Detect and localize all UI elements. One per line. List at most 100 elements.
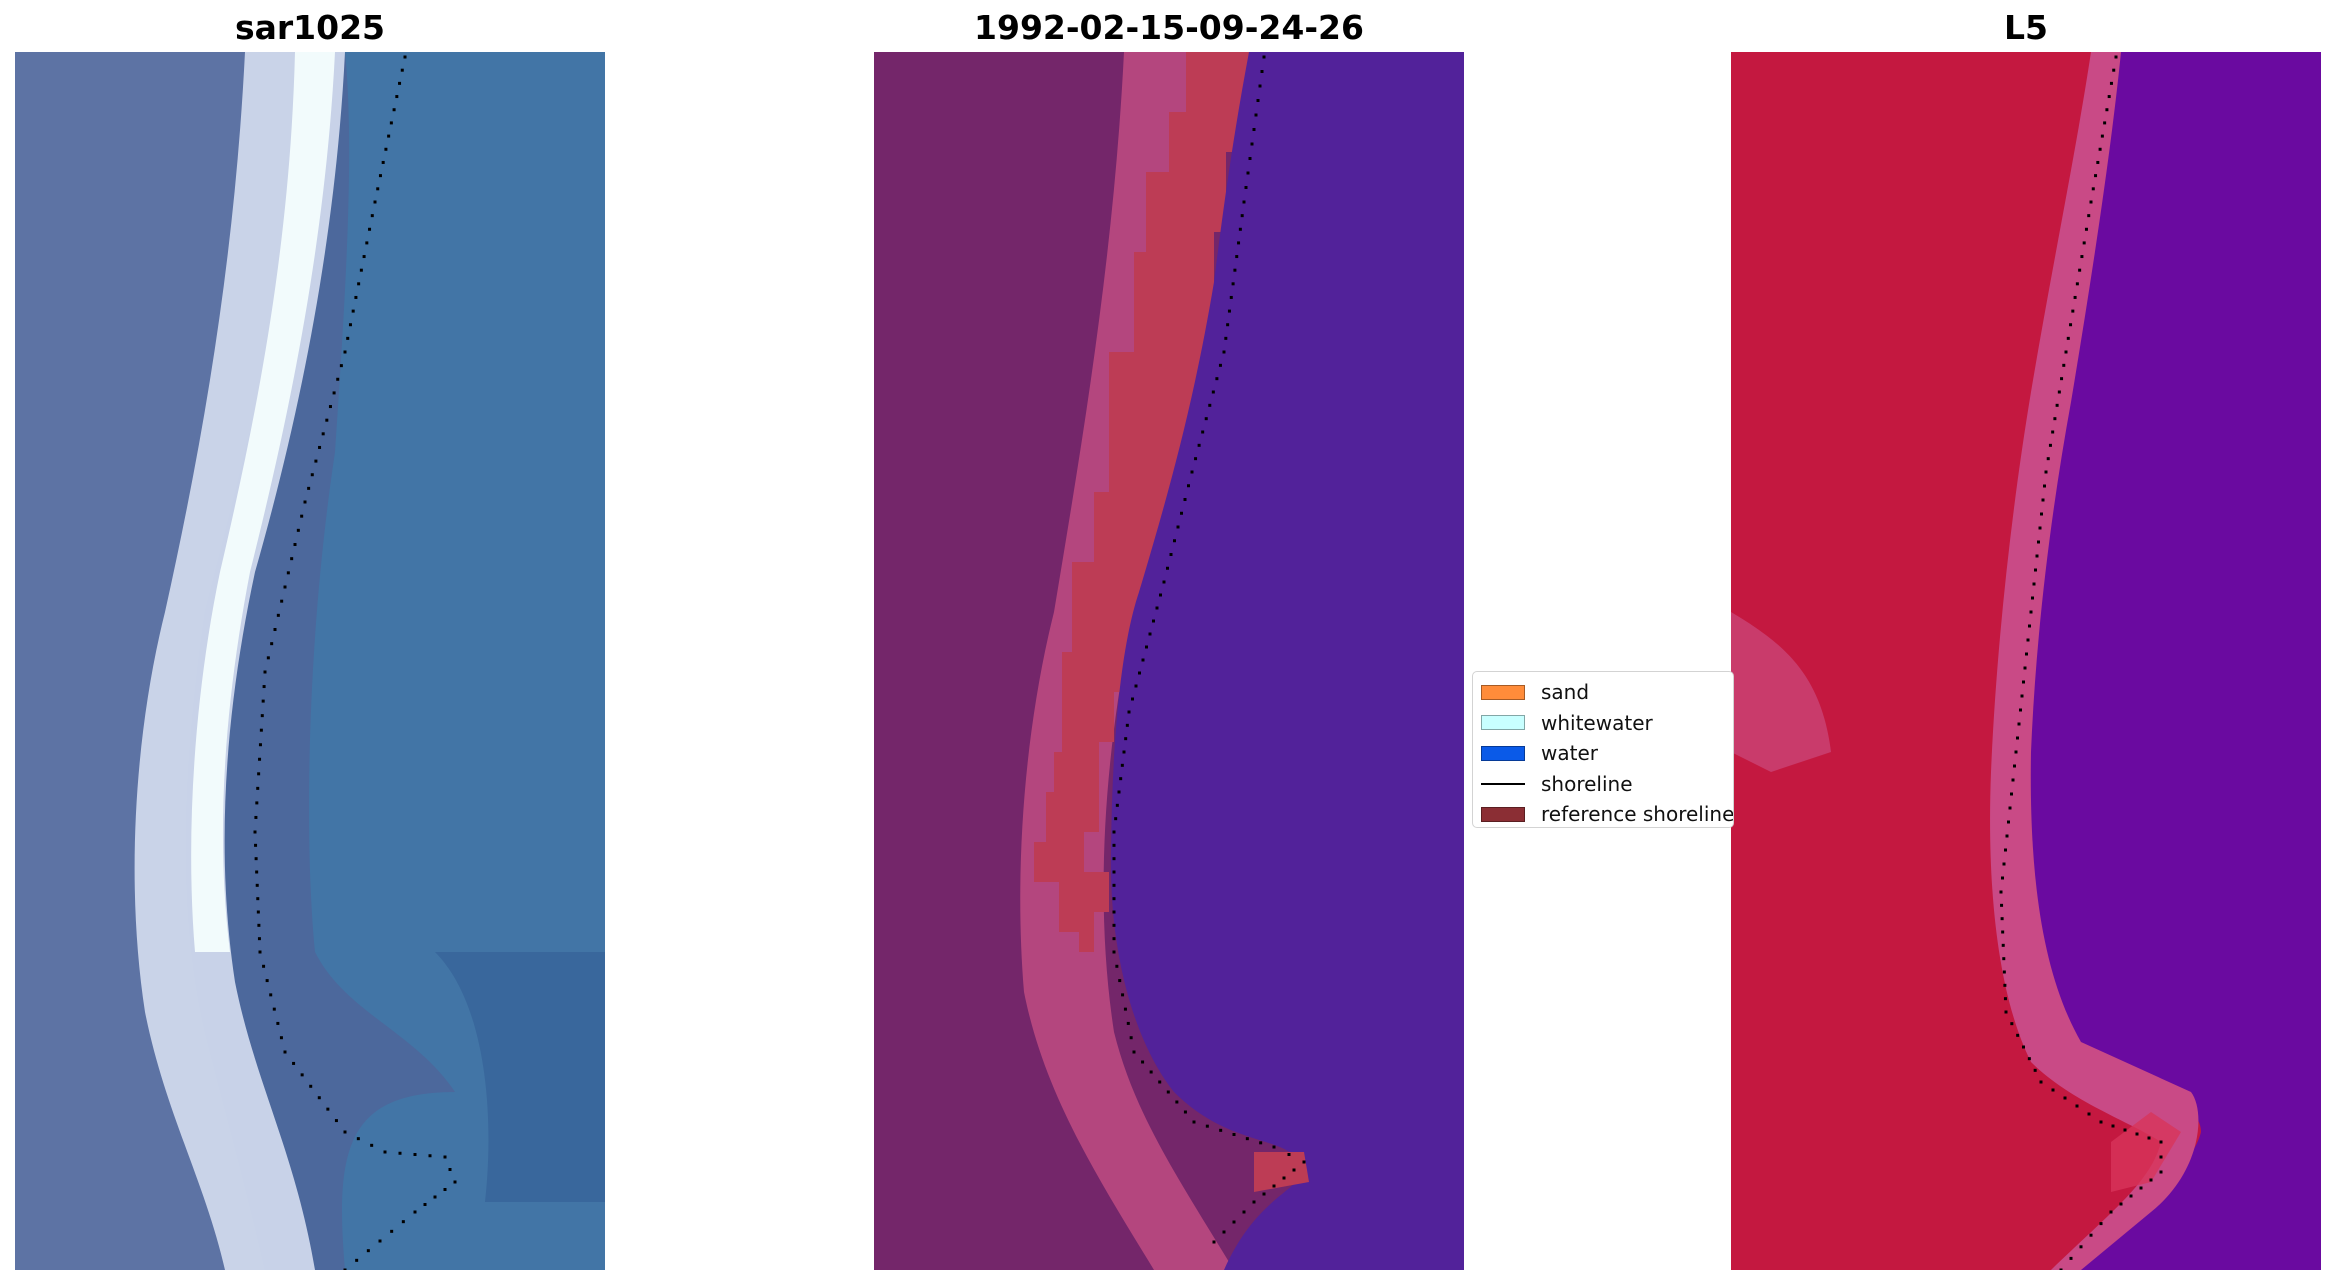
shoreline-dot	[2099, 1120, 2103, 1124]
shoreline-dot	[2111, 1124, 2115, 1128]
shoreline-dot	[1292, 1168, 1296, 1172]
shoreline-dot	[1242, 1210, 1246, 1214]
shoreline-dot	[1127, 710, 1131, 714]
shoreline-dot	[1219, 1128, 1223, 1132]
shoreline-dot	[2051, 430, 2055, 434]
shoreline-dot	[334, 1119, 338, 1123]
classification-image	[874, 52, 1464, 1270]
shoreline-dot	[355, 1258, 359, 1262]
shoreline-dot	[303, 500, 307, 504]
shoreline-dot	[346, 336, 350, 340]
shoreline-dot	[2107, 95, 2111, 99]
shoreline-dot	[1259, 1141, 1263, 1145]
shoreline-dot	[2016, 736, 2019, 740]
shoreline-dot	[1183, 498, 1187, 501]
shoreline-dot	[1252, 1200, 1256, 1204]
shoreline-dot	[296, 528, 300, 532]
shoreline-dot	[1237, 241, 1241, 245]
shoreline-points	[1112, 55, 1306, 1244]
shoreline-dot	[307, 486, 311, 490]
shoreline-dot	[1112, 897, 1116, 901]
shoreline-dot	[359, 268, 363, 272]
shoreline-dot	[1232, 1220, 1236, 1224]
shoreline-dot	[2002, 957, 2006, 961]
shoreline-dot	[254, 843, 258, 847]
shoreline-dot	[2071, 309, 2075, 313]
shoreline-dot	[290, 557, 294, 561]
shoreline-dot	[383, 1150, 387, 1154]
shoreline-dot	[1148, 632, 1152, 636]
shoreline-dot	[1112, 857, 1116, 861]
shoreline-dot	[376, 187, 380, 191]
shoreline-dot	[2005, 834, 2009, 838]
shoreline-dot	[2003, 997, 2007, 1001]
legend-item-whitewater: whitewater	[1481, 708, 1733, 739]
shoreline-dot	[1112, 870, 1116, 874]
shoreline-dot	[279, 1036, 283, 1040]
shoreline-dot	[255, 883, 259, 887]
shoreline-dot	[2000, 903, 2004, 907]
shoreline-dot	[1260, 70, 1264, 73]
shoreline-dot	[2135, 1132, 2139, 1136]
shoreline-dot	[443, 1188, 447, 1191]
shoreline-dot	[1245, 1137, 1249, 1141]
shoreline-dot	[2025, 652, 2028, 656]
shoreline-dot	[2019, 708, 2022, 712]
shoreline-dot	[1112, 923, 1116, 927]
shoreline-dot	[1119, 777, 1123, 781]
shoreline-dot	[1197, 443, 1201, 447]
shoreline-dot	[2073, 295, 2077, 299]
shoreline-dot	[1183, 1110, 1187, 1114]
shoreline-dot	[384, 147, 388, 151]
shoreline-dot	[1287, 1153, 1291, 1156]
shoreline-dot	[378, 174, 382, 178]
shoreline-dot	[433, 1195, 437, 1199]
shoreline-dot	[1242, 200, 1246, 204]
shoreline-dot	[1235, 255, 1239, 259]
shoreline-dot	[257, 937, 261, 941]
shoreline-dot	[387, 134, 391, 138]
shoreline-dot	[356, 1137, 360, 1141]
shoreline-dot	[2139, 1186, 2143, 1190]
shoreline-dot	[2159, 1155, 2163, 1159]
shoreline-dot	[348, 323, 352, 327]
shoreline-dot	[1226, 323, 1230, 327]
shoreline-dot	[2096, 160, 2100, 164]
legend-item-shoreline: shoreline	[1481, 769, 1733, 800]
shoreline-dot	[1248, 157, 1252, 160]
shoreline-dot	[366, 1249, 370, 1253]
shoreline-dot	[2002, 970, 2006, 974]
shoreline-dot	[272, 1007, 276, 1011]
shoreline-dot	[2004, 848, 2007, 852]
shoreline-dot	[257, 923, 261, 927]
shoreline-dot	[258, 757, 262, 761]
shoreline-dot	[392, 108, 396, 112]
shoreline-dot	[1218, 363, 1222, 367]
shoreline-dot	[1176, 525, 1180, 529]
shoreline-dot	[1201, 430, 1205, 434]
shoreline-dot	[2031, 596, 2034, 600]
shoreline-dot	[300, 1073, 304, 1077]
shoreline-dot	[1166, 566, 1169, 570]
legend-label: whitewater	[1541, 710, 1653, 735]
shoreline-dot	[1194, 457, 1198, 461]
shoreline-dot	[276, 1021, 280, 1025]
shoreline-dot	[1141, 1060, 1145, 1064]
shoreline-dot	[2046, 457, 2050, 461]
shoreline-dot	[1246, 171, 1250, 175]
shoreline-dot	[1169, 553, 1173, 556]
shoreline-dot	[2043, 484, 2046, 488]
shoreline-dot	[2105, 108, 2109, 112]
shoreline-dot	[1212, 1240, 1216, 1244]
panel-title-l5: L5	[2004, 8, 2048, 47]
shoreline-dot	[2026, 638, 2030, 642]
shoreline-dot	[365, 241, 369, 245]
shoreline-line	[1481, 782, 1525, 785]
shoreline-dot	[2103, 121, 2107, 125]
shoreline-dot	[339, 364, 343, 368]
shoreline-dot	[2016, 1033, 2020, 1037]
shoreline-dot	[1149, 1070, 1153, 1074]
shoreline-dot	[253, 830, 257, 834]
shoreline-dot	[343, 1268, 347, 1270]
shoreline-dot	[1224, 336, 1228, 340]
